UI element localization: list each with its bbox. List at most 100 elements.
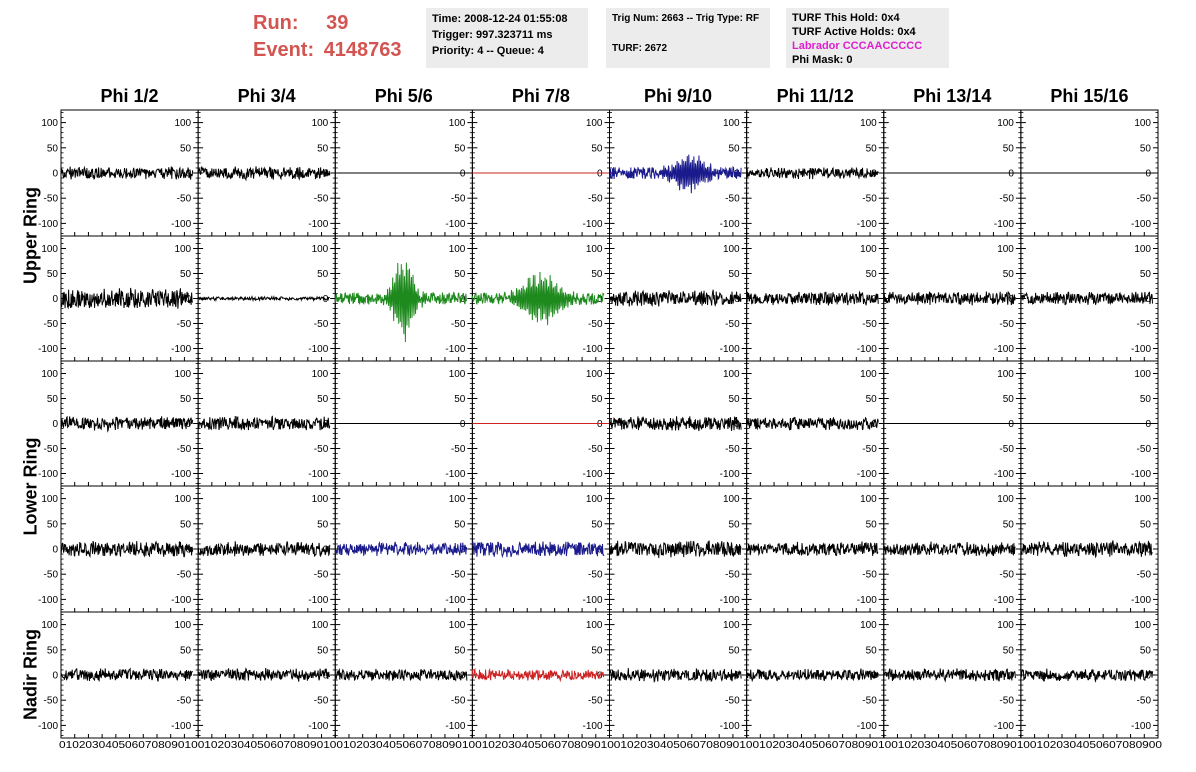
waveform-trace: [334, 541, 468, 557]
waveform-trace: [609, 289, 742, 307]
y-tick-label: -50: [588, 194, 603, 205]
y-tick-label: -50: [725, 570, 740, 581]
y-tick-label: 100: [449, 118, 466, 129]
y-tick-label: 50: [454, 645, 466, 656]
event-label: Event: 4148763: [253, 39, 402, 62]
waveform-trace: [197, 294, 330, 303]
y-tick-label: 50: [1003, 519, 1015, 530]
turf-text: TURF: 2672: [612, 43, 668, 54]
column-title: Phi 15/16: [1050, 86, 1129, 106]
y-tick-label: 50: [1140, 269, 1152, 280]
column-title: Phi 11/12: [776, 86, 854, 106]
y-tick-label: -50: [725, 444, 740, 455]
y-tick-label: -100: [445, 344, 465, 355]
y-tick-label: -100: [308, 595, 328, 606]
y-tick-label: -100: [171, 219, 191, 230]
y-tick-label: 100: [586, 369, 603, 380]
y-tick-label: 0: [52, 419, 58, 430]
y-tick-label: 0: [460, 419, 466, 430]
y-tick-label: -100: [994, 469, 1014, 480]
y-tick-label: -50: [862, 570, 877, 581]
y-tick-label: 0: [1008, 419, 1014, 430]
y-tick-label: -100: [857, 469, 877, 480]
y-tick-label: 100: [41, 118, 58, 129]
y-tick-label: 50: [454, 519, 466, 530]
y-tick-label: -50: [588, 696, 603, 707]
y-tick-label: 50: [454, 143, 466, 154]
y-tick-label: 100: [723, 369, 740, 380]
y-tick-label: -100: [38, 469, 58, 480]
y-tick-label: 100: [1134, 118, 1151, 129]
y-tick-label: -50: [314, 570, 329, 581]
y-tick-label: 100: [312, 620, 329, 631]
y-tick-label: -50: [451, 696, 466, 707]
waveform-trace: [60, 667, 194, 682]
y-tick-label: -100: [1131, 595, 1151, 606]
y-tick-label: -50: [1137, 194, 1152, 205]
waveform-trace: [1020, 540, 1153, 559]
y-tick-label: -100: [857, 721, 877, 732]
y-tick-label: 100: [41, 620, 58, 631]
y-tick-label: -50: [999, 570, 1014, 581]
y-tick-label: 100: [41, 369, 58, 380]
y-tick-label: 100: [723, 494, 740, 505]
run-number: 39: [326, 12, 349, 34]
y-tick-label: -50: [862, 319, 877, 330]
y-tick-label: -100: [720, 219, 740, 230]
y-tick-label: 50: [729, 645, 741, 656]
y-tick-label: 50: [454, 269, 466, 280]
y-tick-label: 100: [41, 244, 58, 255]
column-title: Phi 7/8: [511, 86, 570, 106]
y-tick-label: -100: [38, 595, 58, 606]
y-tick-label: -50: [1137, 570, 1152, 581]
y-tick-label: 100: [174, 620, 191, 631]
y-tick-label: -100: [720, 595, 740, 606]
y-tick-label: 0: [52, 671, 58, 682]
y-tick-label: 50: [591, 645, 603, 656]
y-tick-label: -100: [38, 219, 58, 230]
y-tick-label: -50: [177, 444, 192, 455]
y-tick-label: 50: [180, 269, 192, 280]
y-tick-label: 100: [449, 369, 466, 380]
turf-info-box: TURF This Hold: 0x4 TURF Active Holds: 0…: [786, 8, 949, 68]
waveform-trace: [60, 540, 194, 559]
y-tick-label: 100: [449, 620, 466, 631]
y-tick-label: -100: [857, 595, 877, 606]
waveform-trace: [1020, 291, 1154, 306]
y-tick-label: -50: [44, 194, 59, 205]
y-tick-label: 100: [1134, 244, 1151, 255]
y-tick-label: -50: [1137, 444, 1152, 455]
y-tick-label: 50: [866, 269, 878, 280]
y-tick-label: -50: [725, 696, 740, 707]
y-tick-label: 50: [47, 394, 59, 405]
y-tick-label: 50: [47, 143, 59, 154]
y-tick-label: 50: [729, 519, 741, 530]
y-tick-label: -100: [582, 219, 602, 230]
y-tick-label: -100: [308, 469, 328, 480]
y-tick-label: -50: [44, 444, 59, 455]
y-tick-label: -100: [171, 469, 191, 480]
y-tick-label: 100: [312, 244, 329, 255]
waveform-trace: [746, 290, 879, 306]
y-tick-label: -50: [177, 696, 192, 707]
y-tick-label: 50: [180, 143, 192, 154]
y-tick-label: 50: [317, 143, 329, 154]
y-tick-label: -50: [999, 194, 1014, 205]
y-tick-label: 100: [312, 494, 329, 505]
y-tick-label: 50: [591, 269, 603, 280]
